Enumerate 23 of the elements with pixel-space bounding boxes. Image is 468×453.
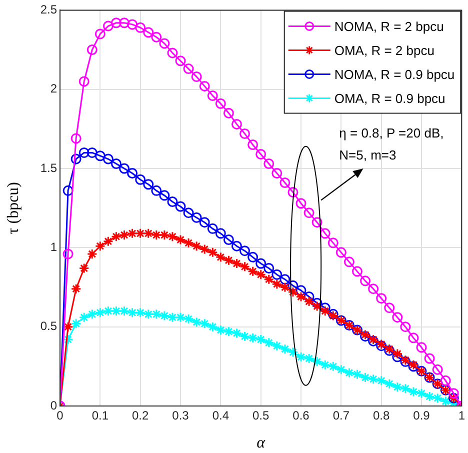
x-tick-label: 0.4	[212, 408, 230, 423]
y-axis-title: τ (bpcu)	[4, 182, 22, 234]
x-tick-label: 0.1	[92, 408, 109, 423]
legend-label: NOMA, R = 2 bpcu	[334, 18, 444, 34]
y-tick-label: 0	[50, 398, 58, 412]
y-tick-label: 0.5	[40, 319, 58, 334]
x-tick-label: 0.6	[292, 408, 310, 423]
x-axis-title: α	[256, 434, 266, 452]
x-tick-label: 0.8	[372, 408, 390, 423]
x-tick-label: 0.3	[172, 408, 190, 423]
legend-label: OMA, R = 2 bpcu	[334, 42, 434, 58]
x-tick-label: 0.2	[132, 408, 149, 423]
y-tick-label: 2	[50, 82, 58, 96]
annotation: η = 0.8, P =20 dB, N=5, m=3	[339, 125, 444, 162]
x-tick-label: 0.5	[252, 408, 270, 423]
y-tick-label: 1.5	[40, 160, 58, 175]
x-tick-label: 0.9	[413, 408, 430, 423]
legend-label: NOMA, R = 0.9 bpcu	[334, 66, 455, 82]
x-tick-label: 1	[458, 408, 466, 423]
legend-label: OMA, R = 0.9 bpcu	[334, 90, 446, 106]
y-tick-label: 2.5	[40, 2, 58, 17]
y-tick-label: 1	[50, 240, 58, 254]
x-tick-label: 0.7	[332, 408, 350, 423]
